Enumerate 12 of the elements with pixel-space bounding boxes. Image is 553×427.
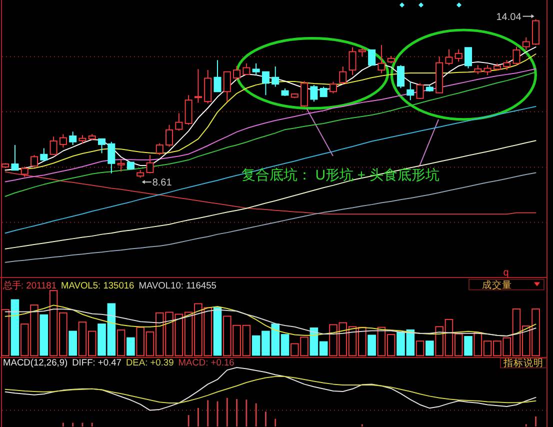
- text: MACD: +0.16: [178, 358, 234, 368]
- series-label: MAVOL5: 135016: [61, 280, 134, 290]
- text: DEA: +0.39: [126, 358, 174, 368]
- text: MAVOL10: 116455: [138, 280, 216, 290]
- chart-title: MACD(12,26,9): [3, 358, 68, 368]
- annotation: q: [503, 268, 509, 278]
- annotation: 8.61: [152, 178, 172, 189]
- series-label: 总手: 201181: [2, 280, 56, 290]
- annotation: 指标说明: [502, 357, 544, 370]
- annotation: 成交量: [482, 279, 512, 292]
- text: DIFF: +0.47: [72, 358, 122, 368]
- annotation: 14.04: [496, 12, 522, 23]
